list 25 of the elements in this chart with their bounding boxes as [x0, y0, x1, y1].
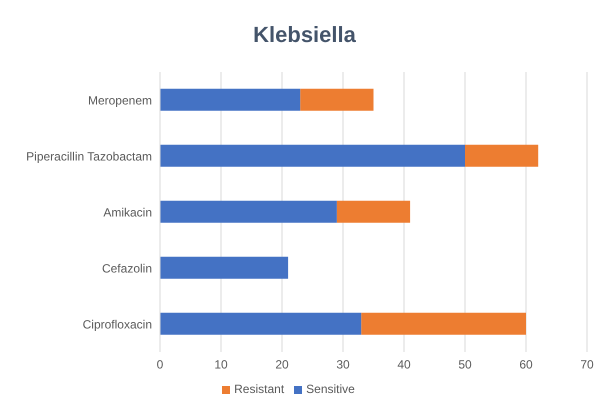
bar [336, 200, 410, 223]
x-tick-label: 40 [397, 358, 411, 372]
chart-title: Klebsiella [252, 21, 357, 49]
y-tick-label: Meropenem [88, 93, 152, 108]
x-tick-label: 0 [156, 358, 164, 372]
legend-label: Resistant [234, 382, 284, 396]
y-tick-label: Ciprofloxacin [82, 317, 152, 332]
x-tick-label: 30 [336, 358, 350, 372]
x-tick-label: 20 [275, 358, 289, 372]
legend-label: Sensitive [306, 382, 355, 396]
bar [300, 88, 374, 111]
bar [465, 144, 538, 167]
y-tick-label: Amikacin [103, 205, 152, 220]
bar [160, 88, 300, 111]
bar [160, 312, 362, 335]
y-tick-label: Cefazolin [102, 261, 152, 276]
x-tick-label: 70 [580, 358, 594, 372]
x-tick-label: 60 [519, 358, 533, 372]
bar [160, 256, 288, 279]
bar [160, 200, 337, 223]
bar [361, 312, 526, 335]
bar [160, 144, 465, 167]
y-tick-label: Piperacillin Tazobactam [26, 149, 152, 164]
x-tick-label: 50 [458, 358, 472, 372]
x-tick-label: 10 [214, 358, 228, 372]
